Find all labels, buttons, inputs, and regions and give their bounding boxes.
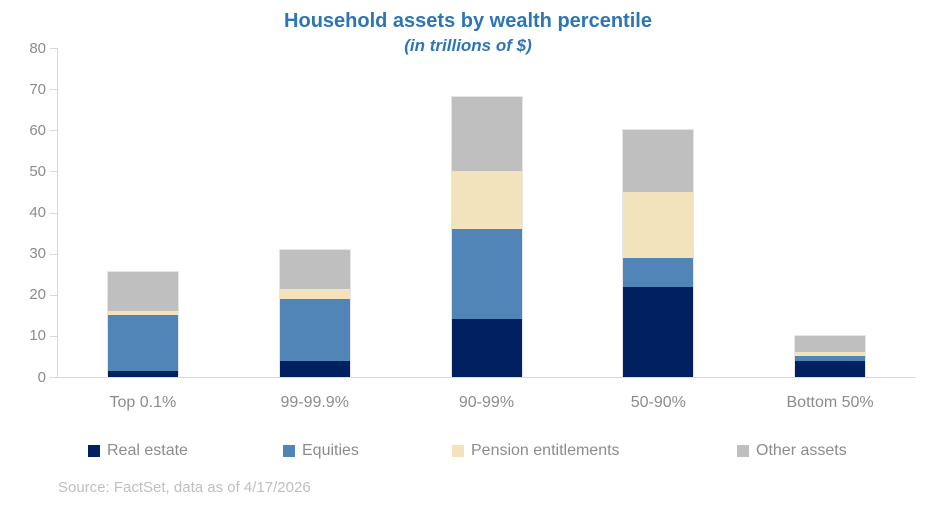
y-axis-tick	[50, 48, 57, 49]
bar-segment-real-estate	[279, 360, 350, 377]
legend-item: Real estate	[88, 441, 188, 461]
y-axis-tick	[50, 377, 57, 378]
bar-segment-real-estate	[623, 286, 694, 377]
y-tick-label: 70	[29, 80, 46, 98]
legend: Real estate Equities Pension entitlements O…	[0, 441, 936, 463]
bar-group	[107, 48, 178, 377]
legend-label: Equities	[302, 442, 359, 459]
bar-segment-pension-entitlements	[279, 288, 350, 299]
y-axis-line	[57, 48, 58, 377]
legend-item: Equities	[283, 441, 359, 461]
bar-segment-pension-entitlements	[107, 311, 178, 316]
y-tick-label: 0	[37, 368, 46, 386]
y-tick-label: 10	[29, 327, 46, 345]
category-label: Bottom 50%	[786, 394, 874, 411]
bar-segment-other-assets	[623, 130, 694, 192]
category-label: 50-90%	[630, 394, 686, 411]
y-tick-label: 30	[29, 245, 46, 263]
bar-stack	[279, 249, 350, 377]
bar-segment-other-assets	[107, 272, 178, 312]
bar-segment-pension-entitlements	[795, 352, 866, 357]
bar-segment-equities	[795, 356, 866, 361]
legend-swatch-pension-entitlements	[452, 445, 464, 457]
bar-stack	[451, 97, 522, 377]
y-axis-tick	[50, 89, 57, 91]
bar-group	[279, 48, 350, 377]
legend-item: Other assets	[737, 441, 847, 461]
chart-title: Household assets by wealth percentile	[284, 10, 652, 32]
y-tick-label: 20	[29, 286, 46, 304]
bar-segment-equities	[279, 298, 350, 361]
x-axis-line	[57, 377, 916, 378]
bar-segment-other-assets	[795, 335, 866, 353]
y-tick-label: 50	[29, 162, 46, 180]
source-note: Source: FactSet, data as of 4/17/2026	[58, 479, 311, 496]
y-axis-tick	[50, 253, 57, 255]
y-tick-label: 80	[29, 39, 46, 57]
y-tick-label: 60	[29, 121, 46, 139]
y-axis-tick	[50, 171, 57, 173]
category-label: Top 0.1%	[109, 394, 177, 411]
legend-item: Pension entitlements	[452, 441, 620, 461]
bar-stack	[795, 335, 866, 377]
y-axis-tick	[50, 212, 57, 214]
bar-segment-equities	[451, 228, 522, 320]
bar-segment-real-estate	[795, 360, 866, 377]
bar-segment-equities	[623, 257, 694, 287]
bar-stack	[623, 130, 694, 377]
bar-stack	[107, 272, 178, 377]
bar-segment-pension-entitlements	[451, 171, 522, 229]
legend-label: Real estate	[107, 442, 188, 459]
bar-segment-other-assets	[279, 249, 350, 289]
y-axis-tick	[50, 294, 57, 296]
legend-swatch-real-estate	[88, 445, 100, 457]
bar-segment-pension-entitlements	[623, 191, 694, 258]
bar-segment-other-assets	[451, 97, 522, 172]
legend-swatch-other-assets	[737, 445, 749, 457]
bar-segment-equities	[107, 315, 178, 371]
chart-title-block: Household assets by wealth percentile (i…	[0, 8, 936, 58]
bar-segment-real-estate	[451, 319, 522, 377]
chart-subtitle: (in trillions of $)	[404, 36, 532, 55]
legend-label: Other assets	[756, 442, 847, 459]
y-axis-tick	[50, 130, 57, 132]
category-label: 99-99.9%	[280, 394, 349, 411]
bar-group	[451, 48, 522, 377]
bar-group	[795, 48, 866, 377]
bar-group	[623, 48, 694, 377]
category-label: 90-99%	[458, 394, 515, 411]
legend-swatch-equities	[283, 445, 295, 457]
bar-segment-real-estate	[107, 370, 178, 377]
legend-label: Pension entitlements	[471, 442, 620, 459]
y-axis-tick	[50, 335, 57, 337]
y-tick-label: 40	[29, 204, 46, 221]
